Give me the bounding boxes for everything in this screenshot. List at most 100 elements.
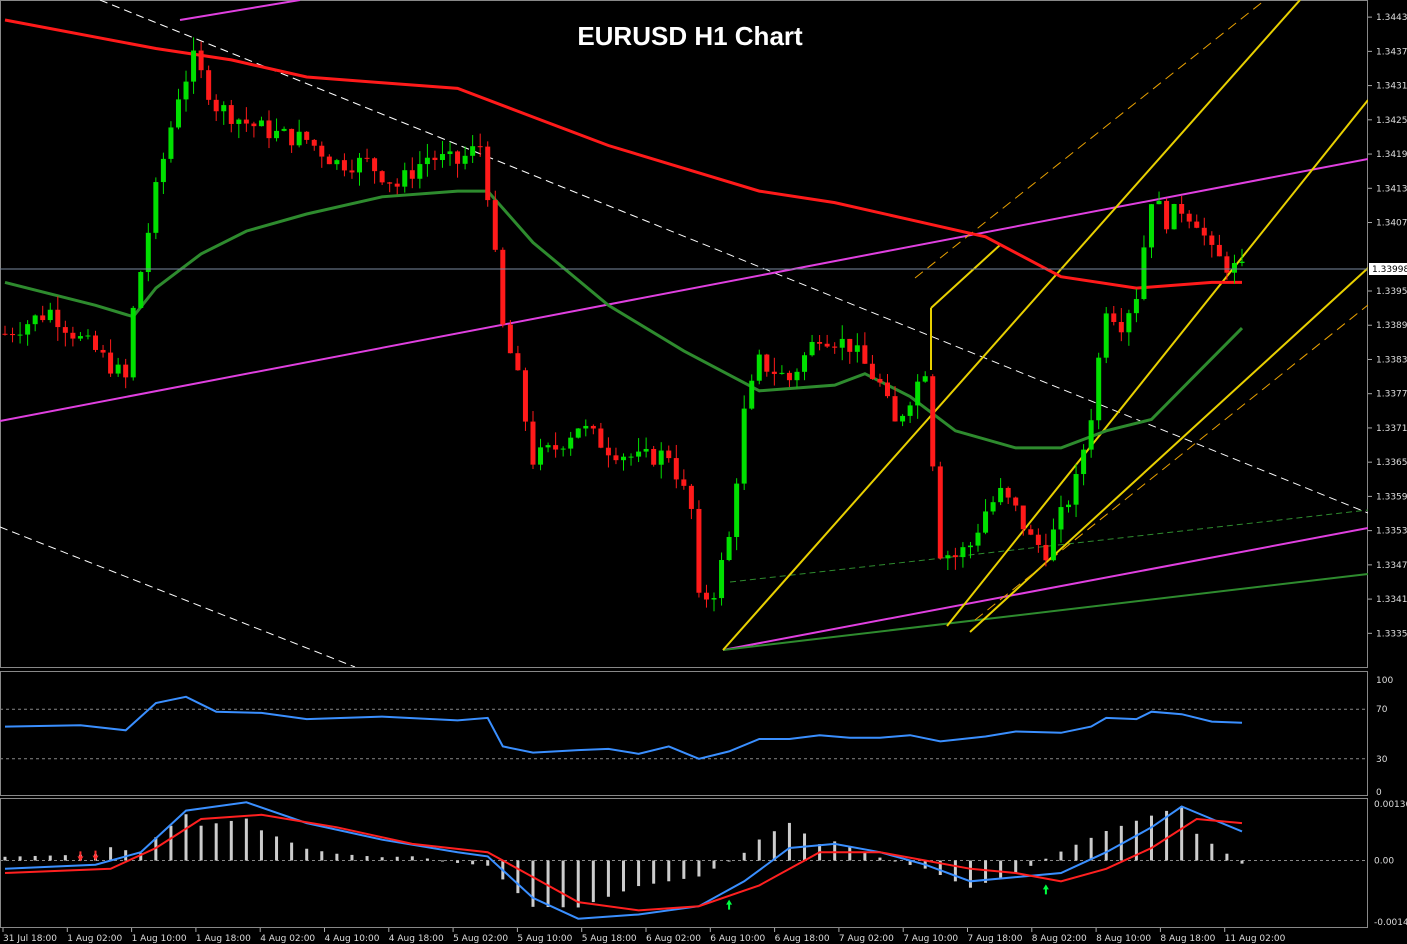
macd-histogram-bar	[1240, 860, 1244, 864]
candle-body	[168, 127, 174, 159]
candle-body	[711, 598, 717, 600]
candle-body	[900, 415, 906, 422]
price-tick-label: 1.33355	[1376, 629, 1407, 639]
price-tick-label: 1.33775	[1376, 390, 1407, 400]
macd-histogram-bar	[1134, 820, 1138, 861]
candle-body	[719, 560, 725, 599]
candle-body	[402, 170, 408, 187]
candle-body	[1096, 357, 1102, 421]
macd-histogram-bar	[244, 818, 248, 861]
candle-body	[304, 131, 310, 140]
macd-signal-line	[4, 813, 1243, 912]
time-tick-label: 5 Aug 10:00	[517, 934, 572, 944]
price-tick-label: 1.34375	[1376, 47, 1407, 57]
macd-histogram-bar	[576, 860, 580, 908]
candle-body	[364, 157, 370, 159]
candle-body	[289, 128, 295, 146]
macd-histogram-bar	[350, 854, 354, 861]
candle-body	[1141, 247, 1147, 300]
price-tick-label: 1.33535	[1376, 527, 1407, 537]
candle-body	[907, 405, 913, 416]
rsi-panel-frame	[0, 671, 1368, 796]
yellow-connector	[930, 244, 1001, 309]
macd-histogram-bar	[531, 860, 535, 907]
candle-body	[666, 450, 672, 459]
macd-histogram-bar	[471, 860, 475, 865]
macd-histogram-bar	[380, 857, 384, 861]
candle-body	[1088, 420, 1094, 450]
descending-trendline-lower	[0, 526, 356, 667]
candle-body	[1133, 299, 1139, 314]
macd-histogram-bar	[184, 814, 188, 861]
macd-histogram-bar	[667, 860, 671, 882]
macd-histogram-bar	[1104, 831, 1108, 861]
time-tick-label: 7 Aug 10:00	[903, 934, 958, 944]
macd-histogram-bar	[1029, 860, 1033, 866]
macd-histogram-bar	[908, 860, 912, 865]
candle-body	[424, 157, 430, 165]
candle-body	[990, 502, 996, 512]
macd-histogram-bar	[139, 853, 143, 861]
candle-body	[590, 425, 596, 429]
candle-body	[221, 105, 227, 112]
candle-body	[1148, 204, 1154, 248]
candle-body	[198, 50, 204, 71]
macd-histogram-bar	[365, 856, 369, 861]
candle-body	[1103, 313, 1109, 358]
macd-histogram-bar	[772, 831, 776, 861]
green-dashed-line	[729, 509, 1368, 583]
candle-body	[236, 119, 242, 124]
candle-body	[40, 315, 46, 321]
candle-body	[688, 485, 694, 509]
candle-body	[93, 335, 99, 350]
time-tick-label: 11 Aug 02:00	[1225, 934, 1286, 944]
macd-histogram-bar	[1089, 837, 1093, 861]
candle-body	[77, 336, 83, 339]
macd-histogram-bar	[1210, 843, 1214, 861]
rsi-tick-label: 100	[1376, 676, 1393, 686]
candle-body	[839, 338, 845, 348]
time-tick-label: 5 Aug 02:00	[453, 934, 508, 944]
candle-body	[771, 371, 777, 374]
macd-tick-label: -0.00148	[1374, 918, 1407, 928]
candle-body	[779, 372, 785, 374]
macd-histogram-bar	[3, 856, 7, 861]
macd-histogram-bar	[848, 846, 852, 861]
time-tick-label: 6 Aug 02:00	[646, 934, 701, 944]
candle-body	[960, 547, 966, 558]
candle-body	[1239, 261, 1245, 264]
candle-body	[945, 555, 951, 559]
candle-body	[228, 105, 234, 124]
time-tick-label: 31 Jul 18:00	[3, 934, 57, 944]
candle-body	[47, 309, 53, 321]
candle-body	[583, 425, 589, 429]
candle-body	[681, 479, 687, 486]
candle-body	[673, 458, 679, 480]
macd-histogram-bar	[984, 860, 988, 883]
candle-body	[1201, 227, 1207, 236]
candle-body	[869, 363, 875, 379]
candle-body	[100, 349, 106, 353]
price-tick-label: 1.33595	[1376, 492, 1407, 502]
current-price-box: 1.33998	[1369, 263, 1407, 275]
candle-body	[621, 456, 626, 461]
candle-body	[764, 354, 770, 372]
candle-body	[651, 448, 657, 465]
trendline-drawings	[0, 0, 1368, 667]
candle-body	[530, 421, 536, 465]
macd-histogram-bar	[742, 852, 746, 861]
macd-histogram-bar	[561, 860, 565, 908]
macd-histogram-bar	[938, 860, 942, 875]
macd-histogram-bar	[878, 857, 882, 861]
candle-body	[1081, 449, 1087, 475]
candle-body	[538, 447, 544, 465]
candle-body	[17, 334, 23, 336]
candle-body	[1005, 487, 1011, 498]
candle-body	[952, 555, 958, 558]
rsi-tick-label: 30	[1376, 755, 1388, 765]
price-tick-label: 1.33895	[1376, 321, 1407, 331]
candle-body	[1186, 213, 1192, 222]
descending-trendline-upper	[99, 0, 1368, 514]
candle-body	[1231, 263, 1237, 273]
macd-histogram-bar	[275, 836, 279, 861]
